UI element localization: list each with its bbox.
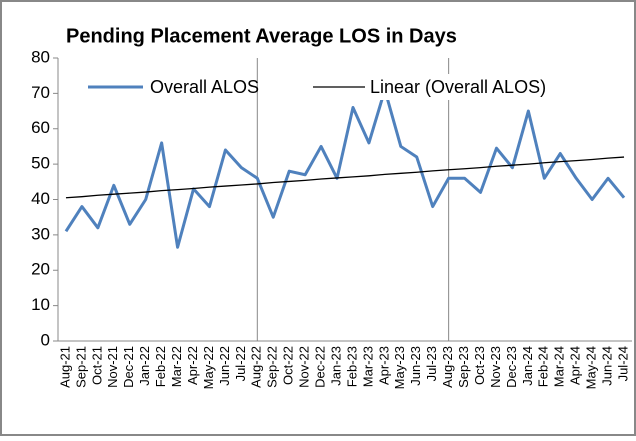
x-tick-label: Oct-22	[281, 346, 296, 385]
x-tick-label: Feb-23	[344, 346, 359, 387]
x-tick-label: Jun-22	[217, 346, 232, 386]
x-tick-label: Jan-24	[520, 346, 535, 386]
x-tick-label: Apr-22	[185, 346, 200, 385]
x-tick-label: Jun-24	[600, 346, 615, 386]
x-tick-label: Mar-23	[360, 346, 375, 387]
x-tick-label: Jan-23	[328, 346, 343, 386]
x-tick-label: Dec-23	[504, 346, 519, 388]
x-tick-label: Sep-21	[73, 346, 88, 388]
x-tick-label: Dec-22	[313, 346, 328, 388]
x-tick-label: Jul-24	[615, 346, 630, 381]
legend-label: Linear (Overall ALOS)	[370, 77, 546, 97]
x-tick-label: Aug-22	[249, 346, 264, 388]
x-tick-label: May-24	[584, 346, 599, 389]
x-tick-label: Aug-21	[57, 346, 72, 388]
legend-label: Overall ALOS	[150, 77, 259, 97]
y-tick-label: 30	[31, 224, 50, 243]
x-tick-label: Jan-22	[137, 346, 152, 386]
x-tick-label: Nov-22	[297, 346, 312, 388]
x-tick-label: May-22	[201, 346, 216, 389]
x-tick-label: Jun-23	[408, 346, 423, 386]
x-tick-label: Jul-23	[424, 346, 439, 381]
x-tick-label: Jul-22	[233, 346, 248, 381]
x-tick-label: Apr-23	[376, 346, 391, 385]
x-tick-label: Nov-23	[488, 346, 503, 388]
y-tick-label: 50	[31, 154, 50, 173]
x-tick-label: Nov-21	[105, 346, 120, 388]
x-tick-label: Apr-24	[568, 346, 583, 385]
y-tick-label: 60	[31, 118, 50, 137]
y-tick-label: 40	[31, 189, 50, 208]
y-tick-label: 0	[41, 330, 50, 349]
x-tick-label: Feb-22	[153, 346, 168, 387]
x-tick-label: Dec-21	[121, 346, 136, 388]
x-tick-label: Oct-23	[472, 346, 487, 385]
series-line	[64, 88, 626, 249]
y-tick-label: 70	[31, 83, 50, 102]
x-tick-label: Mar-22	[169, 346, 184, 387]
x-tick-label: Mar-24	[552, 346, 567, 387]
y-tick-label: 20	[31, 260, 50, 279]
y-tick-label: 80	[31, 47, 50, 66]
x-tick-label: Feb-24	[536, 346, 551, 387]
x-tick-label: Sep-23	[456, 346, 471, 388]
x-tick-label: May-23	[392, 346, 407, 389]
y-tick-label: 10	[31, 295, 50, 314]
series-line	[65, 156, 625, 199]
x-tick-label: Oct-21	[89, 346, 104, 385]
x-tick-label: Aug-23	[440, 346, 455, 388]
chart-title: Pending Placement Average LOS in Days	[66, 25, 457, 47]
x-tick-label: Sep-22	[265, 346, 280, 388]
